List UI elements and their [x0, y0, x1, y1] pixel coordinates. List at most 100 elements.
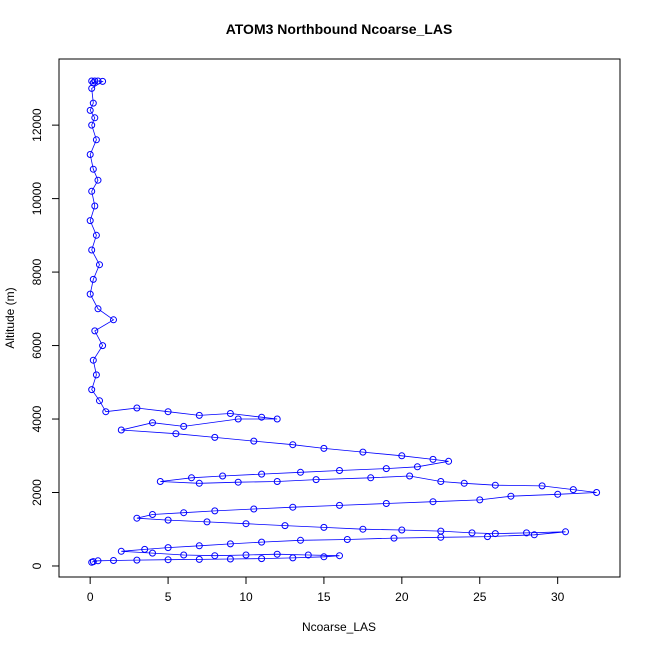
data-point: [491, 481, 499, 489]
data-point: [91, 202, 99, 210]
data-point: [188, 474, 195, 482]
data-point: [312, 476, 320, 484]
data-point: [468, 529, 476, 537]
plot-frame: [58, 58, 621, 578]
data-point: [94, 557, 102, 565]
data-point: [382, 465, 390, 473]
data-point: [226, 540, 234, 548]
data-point: [593, 489, 601, 496]
data-point: [88, 121, 96, 129]
data-point: [413, 463, 421, 471]
data-point: [281, 522, 289, 530]
data-point: [156, 478, 164, 485]
data-point: [89, 356, 97, 364]
data-point: [180, 509, 188, 517]
data-point: [91, 77, 99, 85]
data-point: [336, 552, 343, 560]
series-line: [89, 80, 597, 563]
data-point: [86, 106, 94, 114]
data-point: [367, 474, 375, 482]
data-point: [273, 415, 281, 423]
data-point: [476, 496, 484, 504]
data-point: [250, 437, 258, 445]
data-point: [219, 472, 227, 480]
data-point: [180, 422, 188, 430]
data-point: [484, 533, 491, 541]
data-point: [96, 261, 103, 269]
data-point: [258, 470, 266, 478]
data-point: [86, 290, 94, 298]
data-point: [94, 77, 102, 85]
data-point: [445, 457, 453, 465]
data-point: [180, 551, 188, 559]
data-point: [320, 444, 328, 452]
data-point: [336, 501, 343, 509]
data-point: [164, 516, 172, 524]
data-point: [92, 136, 100, 144]
data-point: [530, 531, 538, 539]
x-tick-label: 0: [87, 590, 94, 604]
data-point: [133, 514, 141, 522]
data-point: [359, 525, 367, 533]
data-point: [203, 518, 211, 526]
data-point: [133, 404, 141, 412]
data-point: [88, 386, 96, 394]
data-point: [92, 371, 100, 379]
data-point: [429, 498, 437, 506]
data-point: [86, 217, 94, 225]
y-tick-label: 8000: [30, 258, 44, 285]
data-point: [258, 555, 266, 563]
data-point: [242, 520, 250, 528]
data-point: [398, 526, 406, 534]
data-point: [554, 490, 562, 498]
data-point: [258, 413, 266, 421]
data-point: [86, 151, 94, 158]
data-point: [242, 551, 250, 559]
data-point: [91, 114, 99, 122]
data-point: [343, 536, 351, 543]
data-point: [164, 556, 172, 564]
data-point: [538, 482, 546, 490]
data-point: [289, 441, 297, 449]
y-tick-label: 0: [30, 562, 44, 569]
data-point: [91, 327, 99, 335]
data-point: [117, 547, 125, 555]
data-point: [96, 397, 103, 405]
data-point: [195, 411, 203, 419]
data-point: [304, 551, 312, 559]
y-tick-label: 12000: [30, 108, 44, 142]
data-point: [99, 342, 107, 350]
data-point: [336, 467, 343, 474]
data-point: [437, 533, 445, 541]
data-point: [320, 523, 328, 531]
x-axis: 0 5 10 15 20 25 30: [87, 576, 565, 604]
data-point: [460, 479, 468, 487]
data-point: [390, 534, 398, 542]
data-point: [491, 530, 499, 538]
data-point: [195, 555, 203, 563]
data-point: [211, 507, 219, 515]
data-point: [211, 433, 219, 441]
x-tick-label: 10: [239, 590, 253, 604]
data-point: [94, 305, 102, 313]
data-point: [297, 468, 304, 476]
data-point: [507, 492, 515, 500]
data-point: [523, 529, 530, 537]
data-point: [141, 545, 149, 553]
data-point: [117, 426, 125, 434]
data-point: [406, 472, 414, 480]
data-point: [92, 231, 100, 239]
data-point: [102, 408, 110, 416]
data-point: [149, 549, 156, 557]
data-point: [258, 538, 266, 546]
data-point: [94, 176, 102, 184]
data-point: [149, 419, 156, 427]
x-tick-label: 30: [551, 590, 565, 604]
data-point: [89, 99, 97, 107]
chart-title: ATOM3 Northbound Ncoarse_LAS: [226, 21, 453, 37]
data-point: [195, 542, 203, 550]
data-point: [437, 478, 445, 485]
data-point: [99, 77, 107, 85]
y-axis-label: Altitude (m): [3, 287, 17, 348]
